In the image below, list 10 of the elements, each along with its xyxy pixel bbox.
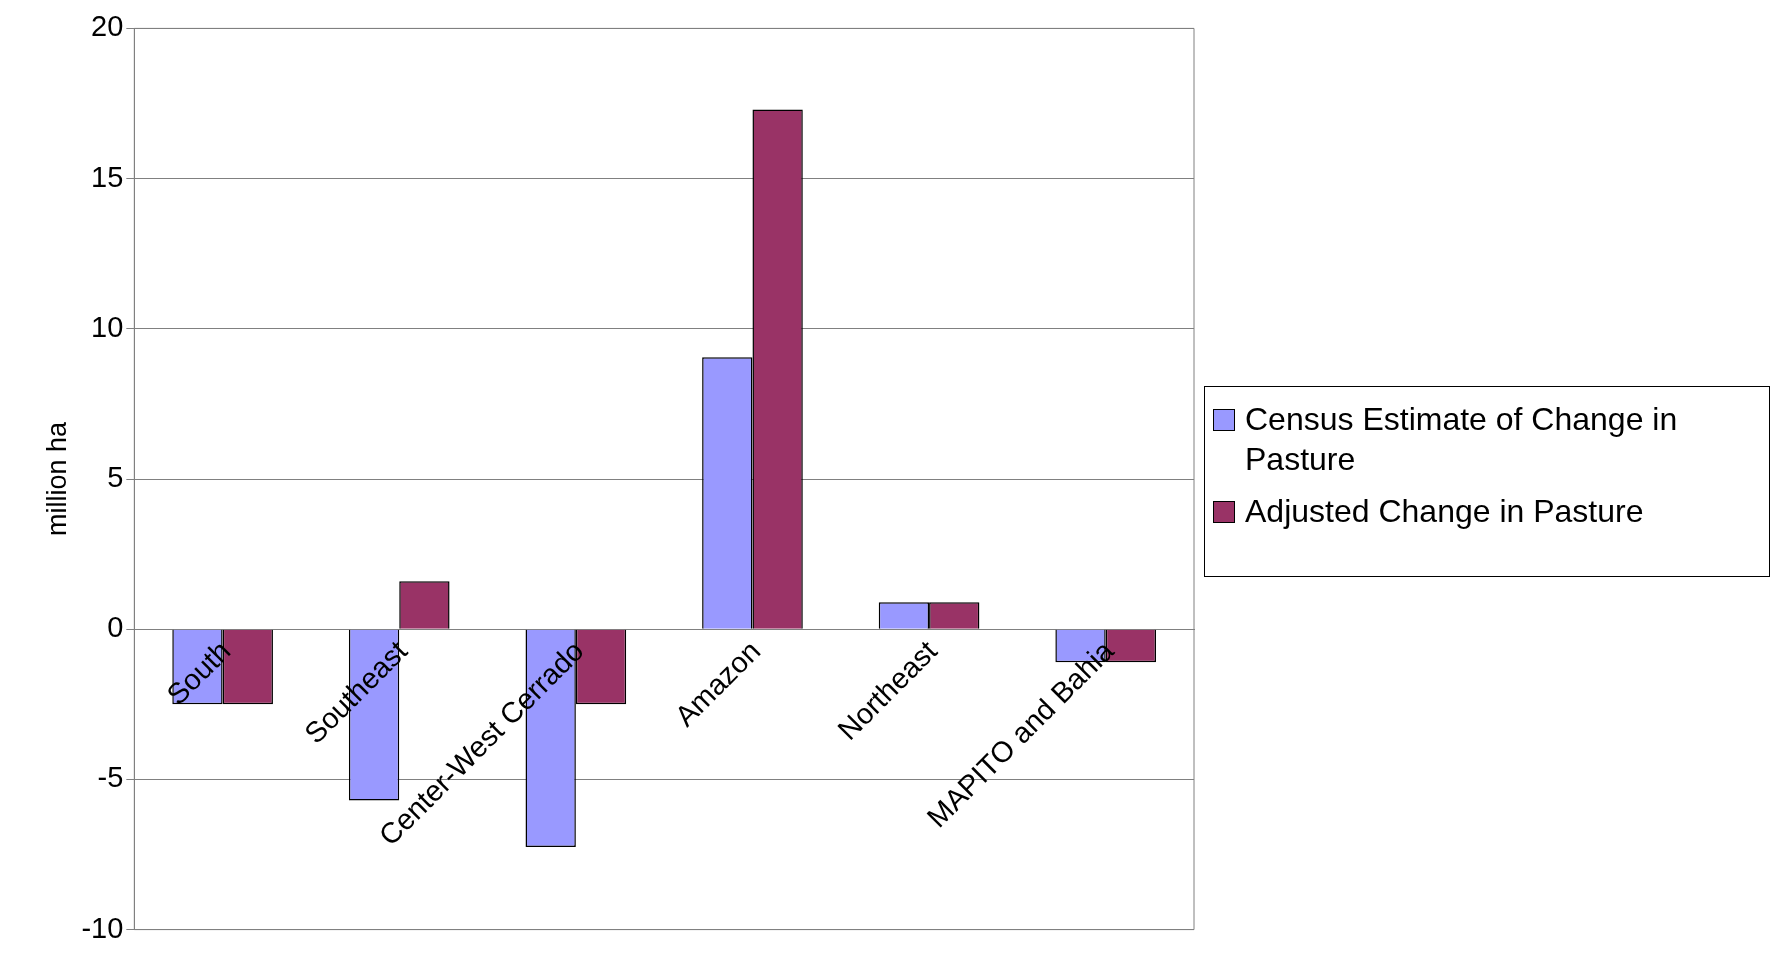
y-tick-label: -10 xyxy=(81,911,124,944)
y-tick-label: 10 xyxy=(91,310,124,343)
y-axis-title: million ha xyxy=(41,421,72,537)
y-tick-label: -5 xyxy=(97,761,124,794)
y-tick-label: 20 xyxy=(91,10,124,43)
legend-label: Census Estimate of Change in Pasture xyxy=(1245,400,1679,479)
y-tick-label: 0 xyxy=(107,611,124,644)
y-tick-label: 5 xyxy=(107,461,124,493)
y-tick-label: 15 xyxy=(91,160,124,193)
legend-label: Adjusted Change in Pasture xyxy=(1245,492,1644,531)
